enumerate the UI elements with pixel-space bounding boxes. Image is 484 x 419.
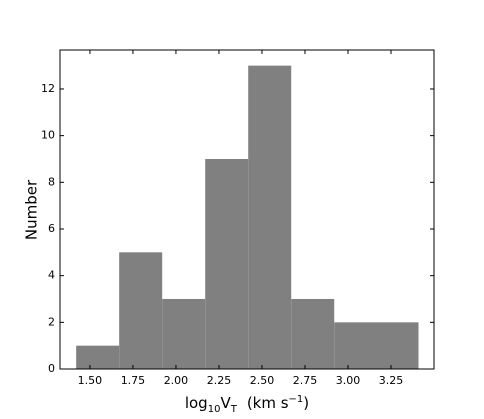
x-label-part: −1 — [289, 394, 304, 405]
bar — [76, 345, 120, 369]
x-tick-label: 2.75 — [293, 374, 318, 387]
y-tick-label: 8 — [48, 175, 55, 188]
bar — [119, 252, 163, 369]
x-label-part: log — [185, 394, 208, 412]
x-tick-label: 1.50 — [78, 374, 103, 387]
bar — [205, 158, 249, 369]
x-tick-label: 2.00 — [164, 374, 189, 387]
x-label-part: V — [220, 394, 231, 412]
x-tick-label: 1.75 — [121, 374, 146, 387]
x-tick-label: 3.00 — [336, 374, 361, 387]
plot-frame — [59, 49, 435, 370]
y-tick-label: 0 — [48, 362, 55, 375]
y-tick-label: 6 — [48, 222, 55, 235]
x-tick-label: 2.25 — [207, 374, 232, 387]
x-tick-label: 3.25 — [379, 374, 404, 387]
y-tick-label: 12 — [41, 82, 55, 95]
bar — [334, 322, 376, 369]
x-label-part: T — [230, 404, 238, 415]
bar — [162, 298, 206, 369]
y-tick-label: 10 — [41, 129, 55, 142]
y-tick-label: 4 — [48, 269, 55, 282]
bar — [248, 65, 292, 370]
y-axis-label: Number — [23, 179, 41, 240]
x-label-part: (km s — [247, 394, 289, 412]
x-tick-label: 2.50 — [250, 374, 275, 387]
y-tick-label: 2 — [48, 315, 55, 328]
bar — [291, 298, 335, 369]
x-axis-label: log10VT (km s−1) — [185, 394, 309, 415]
bar — [375, 322, 419, 369]
x-label-part: 10 — [208, 404, 221, 415]
x-label-part: ) — [303, 394, 309, 412]
